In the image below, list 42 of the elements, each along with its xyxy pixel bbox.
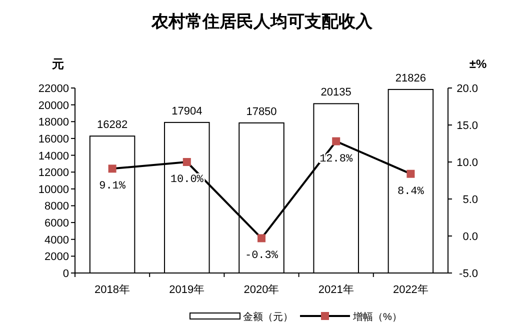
y2-axis-title: ±% xyxy=(469,57,487,71)
y-tick-label: 14000 xyxy=(38,150,69,162)
legend-label: 增幅（%） xyxy=(352,311,402,323)
y-tick-label: 6000 xyxy=(44,218,69,230)
x-tick-label: 2019年 xyxy=(169,284,205,296)
point xyxy=(406,170,415,178)
y-tick-label: 2000 xyxy=(44,251,69,264)
y-tick-label: 12000 xyxy=(38,167,69,180)
point xyxy=(182,158,191,166)
y-tick-label: 0 xyxy=(62,268,69,280)
x-tick-label: 2021年 xyxy=(318,284,354,296)
data-label: -0.3% xyxy=(244,250,278,262)
y2-tick-label: 15.0 xyxy=(456,120,478,132)
y2-tick-label: -5.0 xyxy=(459,268,478,280)
chart-title: 农村常住居民人均可支配收入 xyxy=(150,12,374,31)
y2-tick-label: 5.0 xyxy=(462,194,478,206)
data-label: 8.4% xyxy=(397,186,424,198)
y2-tick-label: 0.0 xyxy=(462,231,478,243)
y-tick-label: 16000 xyxy=(38,133,69,146)
y-tick-label: 20000 xyxy=(38,100,69,112)
y-tick-label: 8000 xyxy=(44,200,69,213)
y-tick-label: 22000 xyxy=(38,83,69,95)
y-tick-label: 4000 xyxy=(44,234,69,246)
data-label: 17904 xyxy=(172,105,202,118)
y-tick-label: 10000 xyxy=(38,184,69,196)
y-axis-title: 元 xyxy=(51,57,64,71)
data-label: 21826 xyxy=(395,72,426,84)
point xyxy=(258,234,266,242)
point xyxy=(332,137,340,146)
data-label: 20135 xyxy=(320,86,352,99)
legend-label: 金额（元） xyxy=(243,311,293,323)
y2-tick-label: 20.0 xyxy=(456,83,478,95)
y2-tick-label: 10.0 xyxy=(456,157,478,169)
data-label: 16282 xyxy=(97,119,128,132)
x-tick-label: 2022年 xyxy=(392,284,428,296)
x-tick-label: 2020年 xyxy=(244,284,280,296)
data-label: 17850 xyxy=(246,106,277,118)
data-label: 10.0% xyxy=(170,174,204,186)
point xyxy=(108,164,116,173)
x-tick-label: 2018年 xyxy=(94,284,130,296)
y-tick-label: 18000 xyxy=(38,116,69,129)
data-label: 9.1% xyxy=(99,180,126,193)
